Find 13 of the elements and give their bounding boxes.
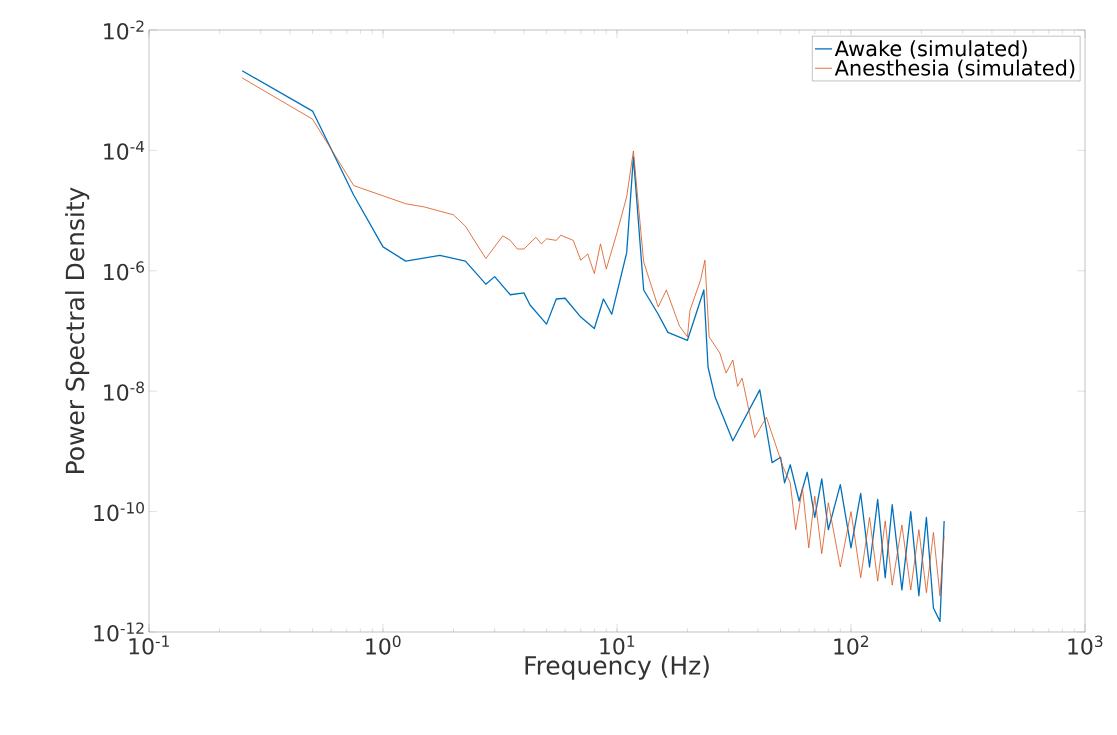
y-tick-label: 10$^{-2}$: [104, 20, 144, 40]
legend-label: Anesthesia (simulated): [834, 59, 1075, 79]
y-tick-label: 10$^{-8}$: [104, 381, 144, 401]
x-tick-label: 10$^{1}$: [600, 635, 635, 655]
x-tick-label: 10$^{3}$: [1068, 635, 1103, 655]
x-tick-label: 10$^{2}$: [834, 635, 869, 655]
y-tick-label: 10$^{-4}$: [104, 140, 145, 160]
x-axis-title: Frequency (Hz): [525, 655, 709, 680]
y-axis-title: Power Spectral Density: [65, 187, 90, 473]
x-tick-label: 10$^{0}$: [366, 635, 401, 655]
legend-label: Awake (simulated): [834, 40, 1027, 59]
y-tick-label: 10$^{-10}$: [94, 501, 144, 522]
y-tick-label: 10$^{-6}$: [104, 261, 145, 281]
